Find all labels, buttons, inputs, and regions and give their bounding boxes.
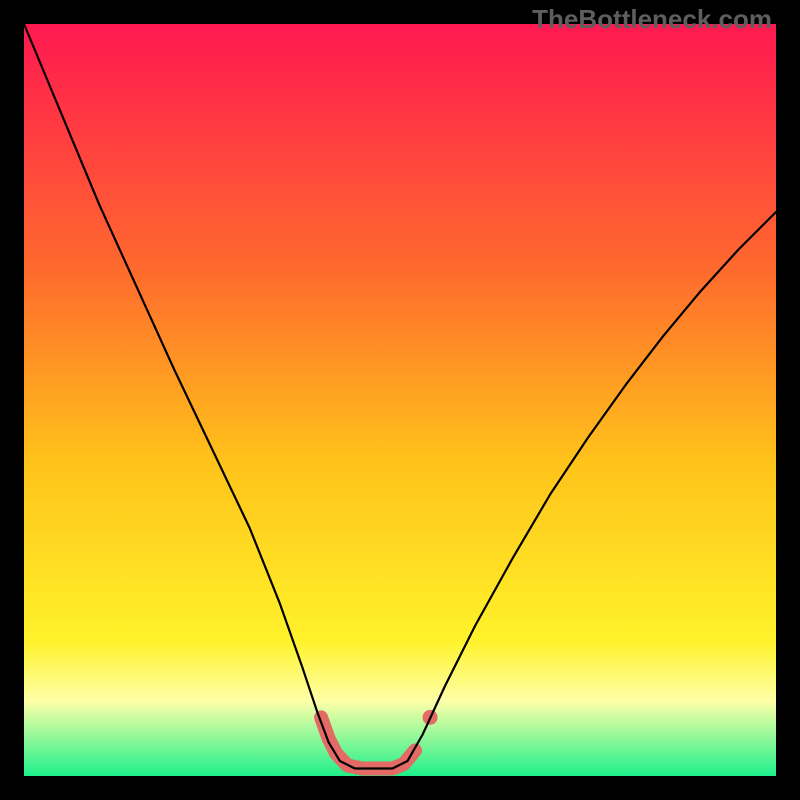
plot-area [24, 24, 776, 776]
chart-svg [24, 24, 776, 776]
watermark-text: TheBottleneck.com [532, 4, 772, 35]
chart-canvas: TheBottleneck.com [0, 0, 800, 800]
valley-marker-path [321, 717, 415, 768]
bottleneck-curve [24, 24, 776, 768]
